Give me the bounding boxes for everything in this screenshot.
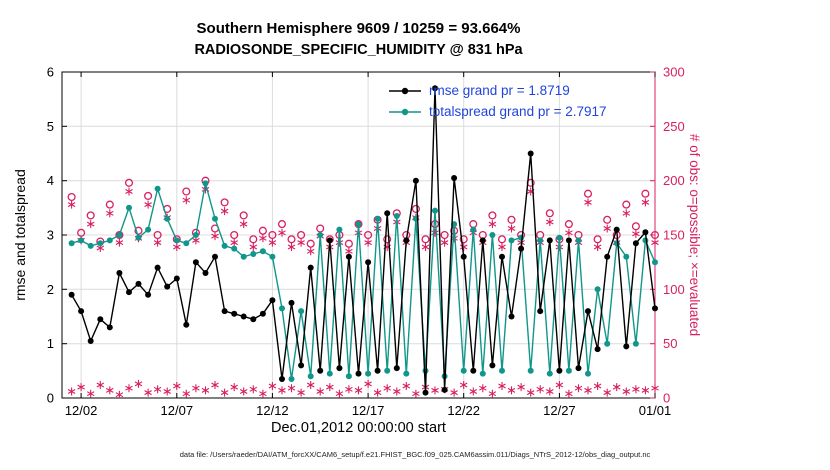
svg-text:3: 3 (47, 228, 54, 243)
svg-text:2: 2 (47, 282, 54, 297)
title-line2: RADIOSONDE_SPECIFIC_HUMIDITY @ 831 hPa (194, 42, 523, 58)
svg-text:12/12: 12/12 (256, 403, 289, 418)
svg-text:12/22: 12/22 (447, 403, 480, 418)
title-line1: Southern Hemisphere 9609 / 10259 = 93.66… (196, 20, 521, 37)
y-left-label: rmse and totalspread (12, 169, 28, 301)
legend: rmse grand pr = 1.8719 totalspread grand… (388, 80, 607, 122)
svg-text:300: 300 (663, 65, 685, 80)
svg-text:5: 5 (47, 119, 54, 134)
svg-text:4: 4 (47, 173, 54, 188)
tick-marks (62, 71, 656, 399)
chart-title: Southern Hemisphere 9609 / 10259 = 93.66… (62, 20, 655, 58)
svg-text:0: 0 (47, 391, 54, 406)
evaluated-low-row-series (67, 379, 659, 399)
tick-labels: 12/02 12/07 12/12 12/17 12/22 12/27 01/0101234… (47, 65, 685, 419)
svg-text:12/27: 12/27 (543, 403, 576, 418)
y-right-label: # of obs: o=possible; ×=evaluated (687, 133, 702, 337)
svg-text:100: 100 (663, 282, 685, 297)
svg-text:01/01: 01/01 (639, 403, 672, 418)
legend-label-totalspread: totalspread grand pr = 2.7917 (429, 104, 607, 119)
svg-text:12/02: 12/02 (65, 403, 98, 418)
totalspread-series (68, 180, 658, 382)
svg-text:150: 150 (663, 228, 685, 243)
svg-text:0: 0 (663, 391, 670, 406)
totalspread-legend-marker-icon (389, 108, 421, 115)
svg-text:50: 50 (663, 336, 677, 351)
rmse-series (68, 85, 658, 396)
possible-obs-series (67, 176, 660, 248)
svg-text:250: 250 (663, 119, 685, 134)
svg-text:200: 200 (663, 173, 685, 188)
svg-text:1: 1 (47, 336, 54, 351)
rmse-legend-marker-icon (389, 87, 421, 94)
data-file-caption: data file: /Users/raeder/DAI/ATM_forcXX/… (179, 450, 651, 459)
svg-text:12/17: 12/17 (352, 403, 385, 418)
legend-item-rmse: rmse grand pr = 1.8719 (388, 80, 607, 101)
svg-text:12/07: 12/07 (161, 403, 194, 418)
svg-text:6: 6 (47, 65, 54, 80)
legend-label-rmse: rmse grand pr = 1.8719 (429, 83, 570, 98)
x-axis-label: Dec.01,2012 00:00:00 start (271, 420, 446, 436)
legend-item-totalspread: totalspread grand pr = 2.7917 (388, 101, 607, 122)
